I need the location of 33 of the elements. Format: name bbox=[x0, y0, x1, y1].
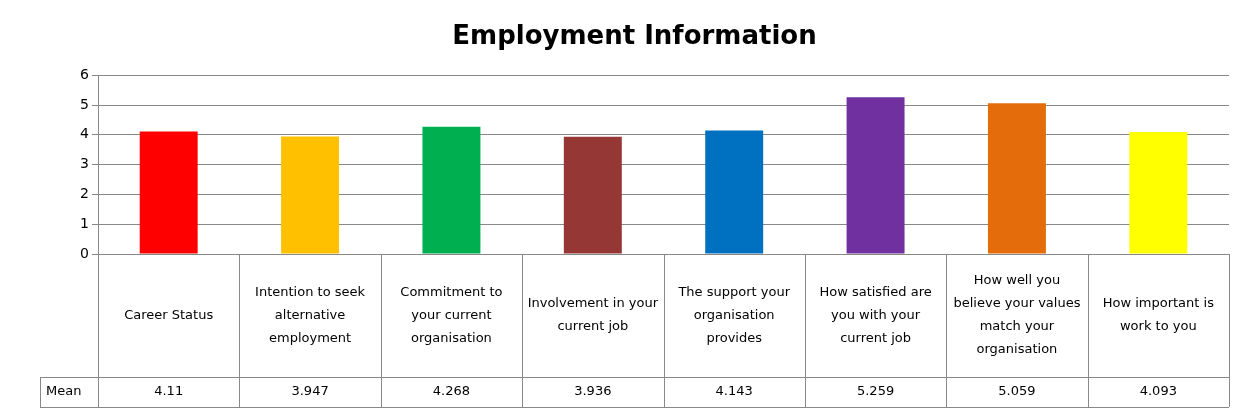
bar bbox=[987, 103, 1046, 254]
x-tick-label: Involvement in your current job bbox=[527, 295, 659, 334]
bar bbox=[563, 136, 622, 254]
y-tick-label: 6 bbox=[80, 65, 90, 82]
data-label: 3.936 bbox=[574, 383, 612, 399]
x-tick-label: Intention to seek alternative employment bbox=[255, 283, 366, 345]
data-label: 4.143 bbox=[715, 383, 753, 399]
bar bbox=[1129, 132, 1188, 254]
x-tick-label: The support your organisation provides bbox=[677, 283, 791, 345]
chart-title: Employment Information bbox=[452, 20, 817, 51]
y-tick-label: 5 bbox=[80, 95, 89, 112]
text: Mean bbox=[46, 383, 82, 399]
x-tick-label: Career Status bbox=[124, 306, 214, 322]
bar bbox=[422, 126, 481, 254]
data-label: 4.268 bbox=[432, 383, 471, 399]
bar bbox=[139, 131, 198, 254]
bar bbox=[281, 136, 340, 254]
y-tick-label: 3 bbox=[80, 155, 89, 172]
data-label: 3.947 bbox=[291, 383, 329, 399]
bar bbox=[846, 97, 905, 254]
bar bbox=[705, 130, 764, 254]
x-tick-label: How satisfied are you with your current job bbox=[819, 283, 932, 345]
data-label: 4.11 bbox=[154, 383, 184, 399]
y-tick-label: 4 bbox=[80, 125, 90, 142]
y-tick-label: 0 bbox=[80, 244, 89, 261]
y-tick-label: 1 bbox=[80, 214, 89, 231]
data-label: 5.259 bbox=[856, 383, 895, 399]
y-tick-label: 2 bbox=[80, 185, 89, 202]
data-label: 4.093 bbox=[1139, 383, 1177, 399]
x-tick-label: How well you believe your values match your organisation bbox=[953, 272, 1081, 357]
x-tick-label: How important is work to you bbox=[1102, 295, 1215, 334]
data-label: 5.059 bbox=[998, 383, 1036, 399]
x-tick-label: Commitment to your current organisation bbox=[400, 283, 503, 345]
